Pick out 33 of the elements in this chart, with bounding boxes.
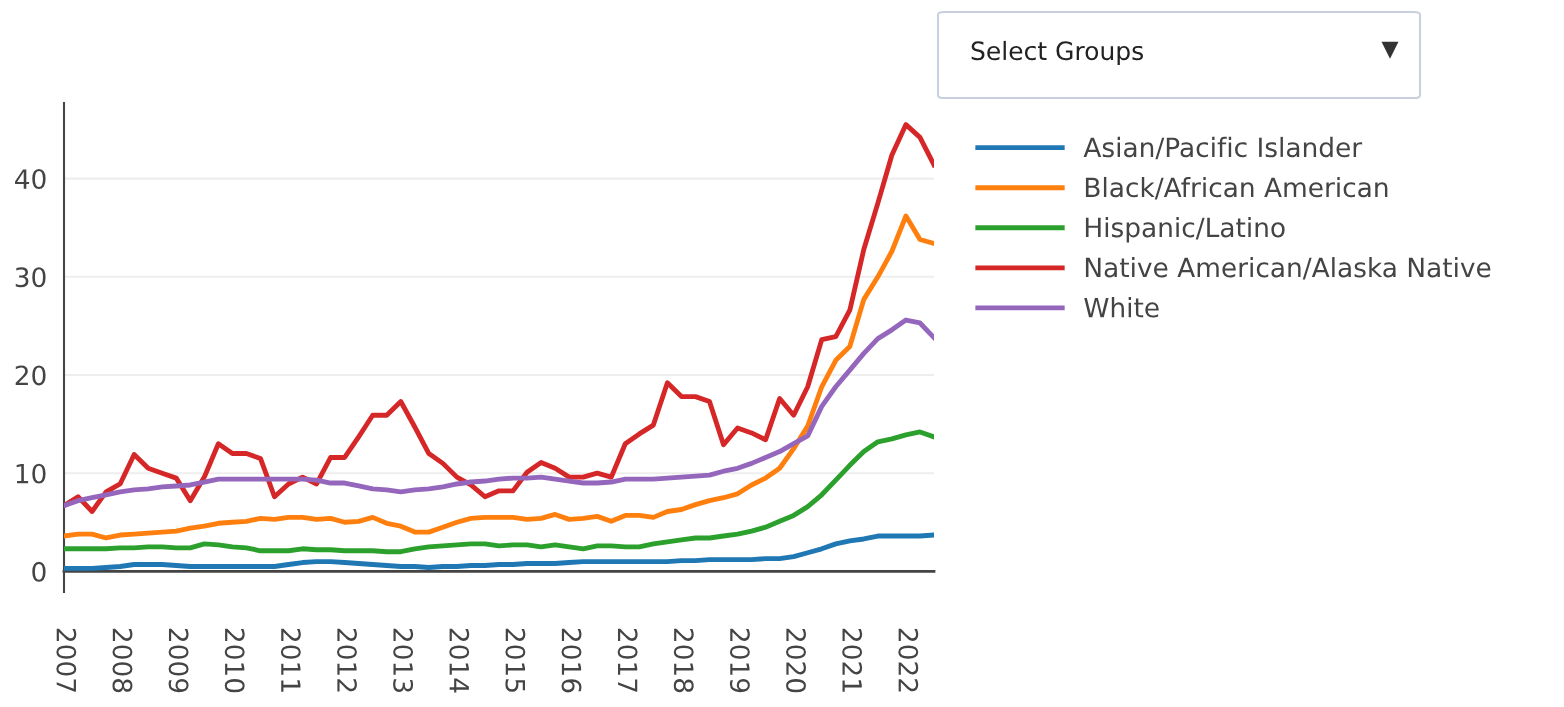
x-tick-label: 2011 (280, 628, 301, 692)
x-tick-label: 2019 (729, 628, 750, 693)
legend-label: Asian/Pacific Islander (1083, 136, 1363, 160)
legend-label: Native American/Alaska Native (1085, 257, 1491, 280)
x-tick-label: 2017 (617, 628, 638, 692)
x-tick-label: 2021 (842, 628, 863, 692)
x-tick-label: 2022 (898, 628, 919, 692)
x-tick-label: 2020 (786, 628, 806, 693)
x-tick-label: 2010 (224, 628, 245, 693)
y-tick-label: 40 (15, 169, 46, 190)
x-tick-label: 2015 (505, 628, 526, 692)
x-tick-label: 2018 (673, 628, 694, 693)
y-tick-label: 10 (16, 463, 46, 484)
x-tick-label: 2009 (168, 628, 189, 693)
text: Select Groups (971, 40, 1143, 66)
text: ▼ (1381, 41, 1399, 59)
x-tick-label: 2014 (449, 628, 470, 693)
legend-label: Black/African American (1085, 176, 1388, 200)
x-tick-label: 2007 (56, 628, 77, 692)
y-tick-label: 0 (32, 561, 46, 582)
line-series (64, 213, 934, 541)
y-tick-label: 20 (15, 365, 46, 386)
line-series (64, 317, 934, 509)
y-tick-label: 30 (15, 267, 46, 288)
line-series (64, 532, 934, 571)
x-tick-label: 2016 (561, 628, 582, 693)
legend-label: Hispanic/Latino (1085, 216, 1285, 243)
x-tick-label: 2012 (336, 628, 357, 692)
legend-label: White (1084, 297, 1159, 318)
line-series (64, 122, 934, 514)
line-series (64, 429, 934, 555)
x-tick-label: 2013 (393, 628, 414, 692)
x-tick-label: 2008 (112, 628, 133, 693)
